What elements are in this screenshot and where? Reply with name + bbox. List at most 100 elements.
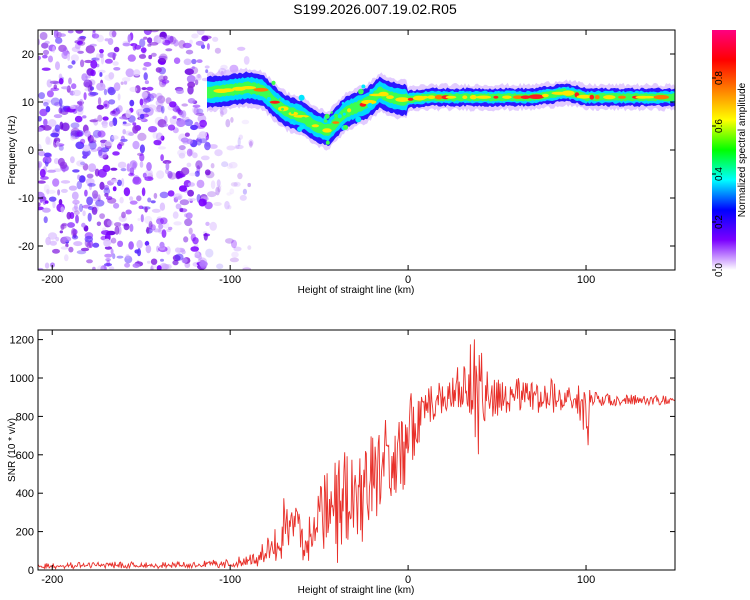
noise-speckle bbox=[97, 146, 103, 153]
noise-speckle bbox=[149, 42, 159, 46]
noise-speckle bbox=[72, 199, 80, 205]
noise-speckle bbox=[202, 199, 208, 206]
noise-speckle bbox=[200, 155, 210, 161]
noise-speckle bbox=[49, 80, 60, 85]
noise-speckle bbox=[117, 93, 121, 101]
noise-speckle bbox=[43, 216, 48, 224]
noise-speckle bbox=[42, 49, 50, 56]
noise-speckle bbox=[38, 143, 42, 152]
noise-speckle bbox=[173, 221, 182, 226]
noise-speckle bbox=[112, 151, 120, 156]
noise-speckle bbox=[225, 238, 234, 244]
noise-speckle bbox=[129, 196, 134, 201]
noise-speckle bbox=[75, 30, 84, 34]
ridge-hotspot bbox=[512, 95, 523, 99]
ridge-hotspot bbox=[322, 128, 332, 133]
x-tick-label: -200 bbox=[41, 574, 63, 586]
noise-speckle bbox=[165, 97, 172, 105]
y-tick-label: 800 bbox=[16, 411, 34, 423]
noise-speckle bbox=[83, 79, 93, 88]
noise-speckle bbox=[60, 86, 70, 90]
noise-speckle bbox=[38, 162, 41, 171]
noise-speckle bbox=[103, 187, 111, 195]
noise-speckle bbox=[74, 203, 78, 211]
noise-speckle bbox=[198, 261, 208, 267]
noise-speckle bbox=[198, 131, 208, 138]
noise-speckle bbox=[161, 105, 165, 114]
colorbar-tick-label: 0.6 bbox=[714, 119, 725, 133]
noise-speckle bbox=[196, 136, 202, 146]
noise-speckle bbox=[139, 113, 145, 120]
noise-speckle bbox=[188, 227, 193, 235]
noise-speckle bbox=[209, 144, 218, 149]
noise-speckle bbox=[204, 65, 210, 69]
noise-speckle bbox=[139, 153, 145, 162]
noise-speckle bbox=[204, 141, 211, 151]
noise-speckle bbox=[231, 251, 239, 258]
snr-y-label: SNR (10 * v/v) bbox=[7, 418, 18, 482]
noise-speckle bbox=[100, 265, 107, 270]
noise-speckle bbox=[125, 209, 132, 215]
y-tick-label: 1000 bbox=[10, 373, 34, 385]
noise-speckle bbox=[70, 135, 76, 141]
noise-speckle bbox=[117, 240, 124, 247]
ridge-hotspot bbox=[603, 95, 616, 100]
noise-speckle bbox=[210, 180, 216, 190]
noise-speckle bbox=[176, 108, 182, 114]
noise-speckle bbox=[180, 137, 189, 143]
noise-speckle bbox=[146, 260, 151, 264]
x-tick-label: 0 bbox=[405, 274, 411, 286]
noise-speckle bbox=[68, 246, 74, 253]
noise-speckle bbox=[57, 157, 65, 167]
y-tick-label: -10 bbox=[18, 193, 34, 205]
ridge-fragment bbox=[291, 121, 294, 124]
noise-speckle bbox=[189, 39, 193, 45]
noise-speckle bbox=[176, 118, 186, 128]
noise-speckle bbox=[86, 242, 92, 249]
noise-speckle bbox=[90, 69, 96, 77]
noise-speckle bbox=[143, 30, 152, 36]
noise-speckle bbox=[107, 87, 116, 96]
noise-speckle bbox=[67, 30, 74, 34]
noise-speckle bbox=[60, 246, 69, 250]
noise-speckle bbox=[129, 99, 135, 107]
noise-speckle bbox=[187, 189, 195, 197]
noise-speckle bbox=[139, 38, 146, 48]
ridge-fragment bbox=[271, 80, 276, 85]
ridge-fragment bbox=[326, 123, 330, 128]
noise-speckle bbox=[50, 132, 60, 138]
ridge-hotspot bbox=[347, 108, 352, 113]
noise-speckle bbox=[178, 145, 186, 151]
figure-title: S199.2026.007.19.02.R05 bbox=[293, 1, 457, 17]
noise-speckle bbox=[70, 54, 79, 62]
noise-speckle bbox=[159, 61, 166, 65]
noise-speckle bbox=[195, 112, 205, 116]
noise-speckle bbox=[90, 59, 98, 69]
noise-speckle bbox=[60, 223, 67, 229]
noise-speckle bbox=[99, 72, 103, 77]
y-tick-label: 0 bbox=[28, 145, 34, 157]
noise-speckle bbox=[214, 149, 223, 157]
noise-speckle bbox=[148, 220, 153, 230]
noise-speckle bbox=[61, 50, 69, 60]
noise-speckle bbox=[190, 246, 199, 252]
noise-speckle bbox=[71, 83, 77, 90]
noise-speckle bbox=[173, 39, 179, 47]
ridge-fragment bbox=[355, 116, 362, 123]
noise-speckle bbox=[186, 148, 193, 157]
ridge-hotspot bbox=[240, 86, 256, 90]
ridge-hotspot bbox=[542, 93, 549, 98]
noise-speckle bbox=[96, 82, 106, 91]
noise-speckle bbox=[184, 132, 190, 137]
noise-speckle bbox=[45, 236, 51, 246]
noise-speckle bbox=[110, 167, 118, 171]
noise-speckle bbox=[163, 75, 168, 81]
noise-speckle bbox=[174, 247, 181, 253]
noise-speckle bbox=[140, 47, 147, 53]
noise-speckle bbox=[137, 218, 141, 221]
ridge-hotspot bbox=[386, 95, 394, 99]
noise-speckle bbox=[97, 97, 102, 106]
noise-speckle bbox=[80, 138, 86, 145]
noise-speckle bbox=[125, 68, 135, 78]
